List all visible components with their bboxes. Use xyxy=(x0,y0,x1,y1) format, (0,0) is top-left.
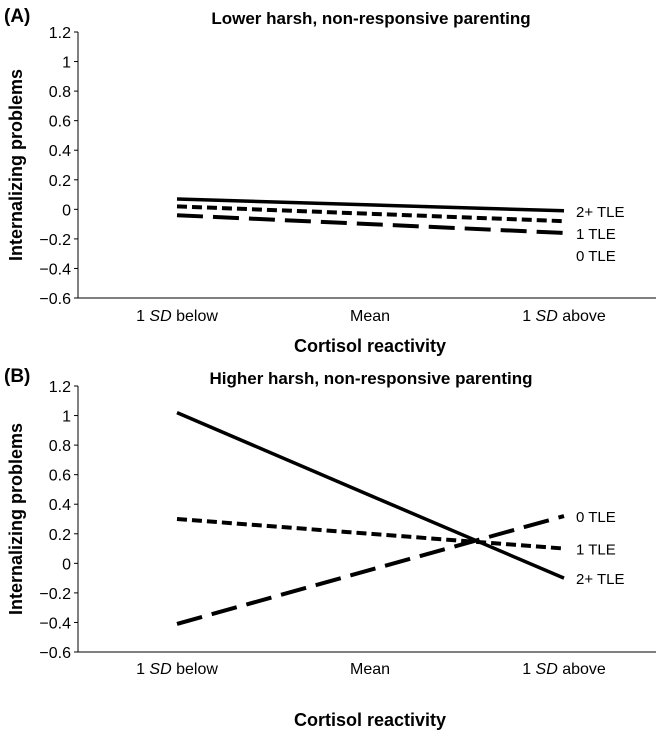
y-tick-label: 1 xyxy=(62,55,71,72)
x-tick-label: 1 SD above xyxy=(522,308,606,325)
series-line-2tle-tle xyxy=(176,197,565,213)
y-tick-label: 0.8 xyxy=(49,84,71,101)
x-tick-label-part: SD xyxy=(149,308,172,325)
series-line-1tle-tle xyxy=(176,204,565,224)
y-tick-label: 1.2 xyxy=(49,379,71,396)
y-axis-title: Internalizing problems xyxy=(6,423,26,615)
x-tick-label-part: 1 xyxy=(522,661,535,678)
x-tick-label-part: above xyxy=(558,308,606,325)
series-line-0tle-tle xyxy=(176,213,565,235)
series-label: 1 TLE xyxy=(576,542,616,559)
panel-a: (A) Lower harsh, non-responsive parenting… xyxy=(4,6,656,356)
y-axis-title: Internalizing problems xyxy=(6,69,26,261)
x-tick-label: 1 SD below xyxy=(136,661,218,678)
x-tick-label-part: 1 xyxy=(136,308,149,325)
x-tick-label: Mean xyxy=(350,661,390,678)
series-label: 0 TLE xyxy=(576,509,616,526)
y-tick-label: −0.2 xyxy=(39,586,71,603)
x-tick-label: Mean xyxy=(350,308,390,325)
y-tick-label: 0.6 xyxy=(49,114,71,131)
y-tick-label: 0.4 xyxy=(49,497,71,514)
x-tick-label-part: Mean xyxy=(350,661,390,678)
y-tick-label: −0.4 xyxy=(39,615,71,632)
y-tick-label: 1.2 xyxy=(49,25,71,42)
y-tick-label: 0 xyxy=(62,202,71,219)
y-tick-label: −0.4 xyxy=(39,261,71,278)
x-tick-label-part: 1 xyxy=(136,661,149,678)
x-tick-label: 1 SD below xyxy=(136,308,218,325)
series-label: 1 TLE xyxy=(576,226,616,243)
x-tick-label: 1 SD above xyxy=(522,661,606,678)
series-label: 2+ TLE xyxy=(576,571,625,588)
y-tick-label: 1 xyxy=(62,409,71,426)
series-label: 2+ TLE xyxy=(576,204,625,221)
x-tick-label-part: below xyxy=(172,661,219,678)
x-tick-label-part: Mean xyxy=(350,308,390,325)
panel-label: (A) xyxy=(4,6,30,27)
series-label: 0 TLE xyxy=(576,248,616,265)
series-line-1tle-tle xyxy=(176,517,565,551)
series-line-2tle-tle xyxy=(176,410,565,580)
x-tick-label-part: SD xyxy=(536,661,559,678)
x-tick-label-part: SD xyxy=(149,661,172,678)
series-line-0tle-tle xyxy=(176,514,565,626)
chart-title: Higher harsh, non-responsive parenting xyxy=(209,369,532,388)
y-tick-label: 0.4 xyxy=(49,143,71,160)
x-tick-label-part: SD xyxy=(536,308,559,325)
panel-b: (B) Higher harsh, non-responsive parentin… xyxy=(4,366,656,730)
x-axis-title: Cortisol reactivity xyxy=(294,710,446,730)
x-tick-label-part: below xyxy=(172,308,219,325)
x-tick-label-part: above xyxy=(558,661,606,678)
y-tick-label: −0.6 xyxy=(39,645,71,662)
y-tick-label: 0.8 xyxy=(49,438,71,455)
x-tick-label-part: 1 xyxy=(522,308,535,325)
panel-label: (B) xyxy=(4,366,30,387)
y-tick-label: 0.2 xyxy=(49,527,71,544)
y-tick-label: 0 xyxy=(62,556,71,573)
y-tick-label: −0.2 xyxy=(39,232,71,249)
y-tick-label: −0.6 xyxy=(39,291,71,308)
y-tick-label: 0.6 xyxy=(49,468,71,485)
y-tick-label: 0.2 xyxy=(49,173,71,190)
x-axis-title: Cortisol reactivity xyxy=(294,336,446,356)
chart-title: Lower harsh, non-responsive parenting xyxy=(211,9,530,28)
